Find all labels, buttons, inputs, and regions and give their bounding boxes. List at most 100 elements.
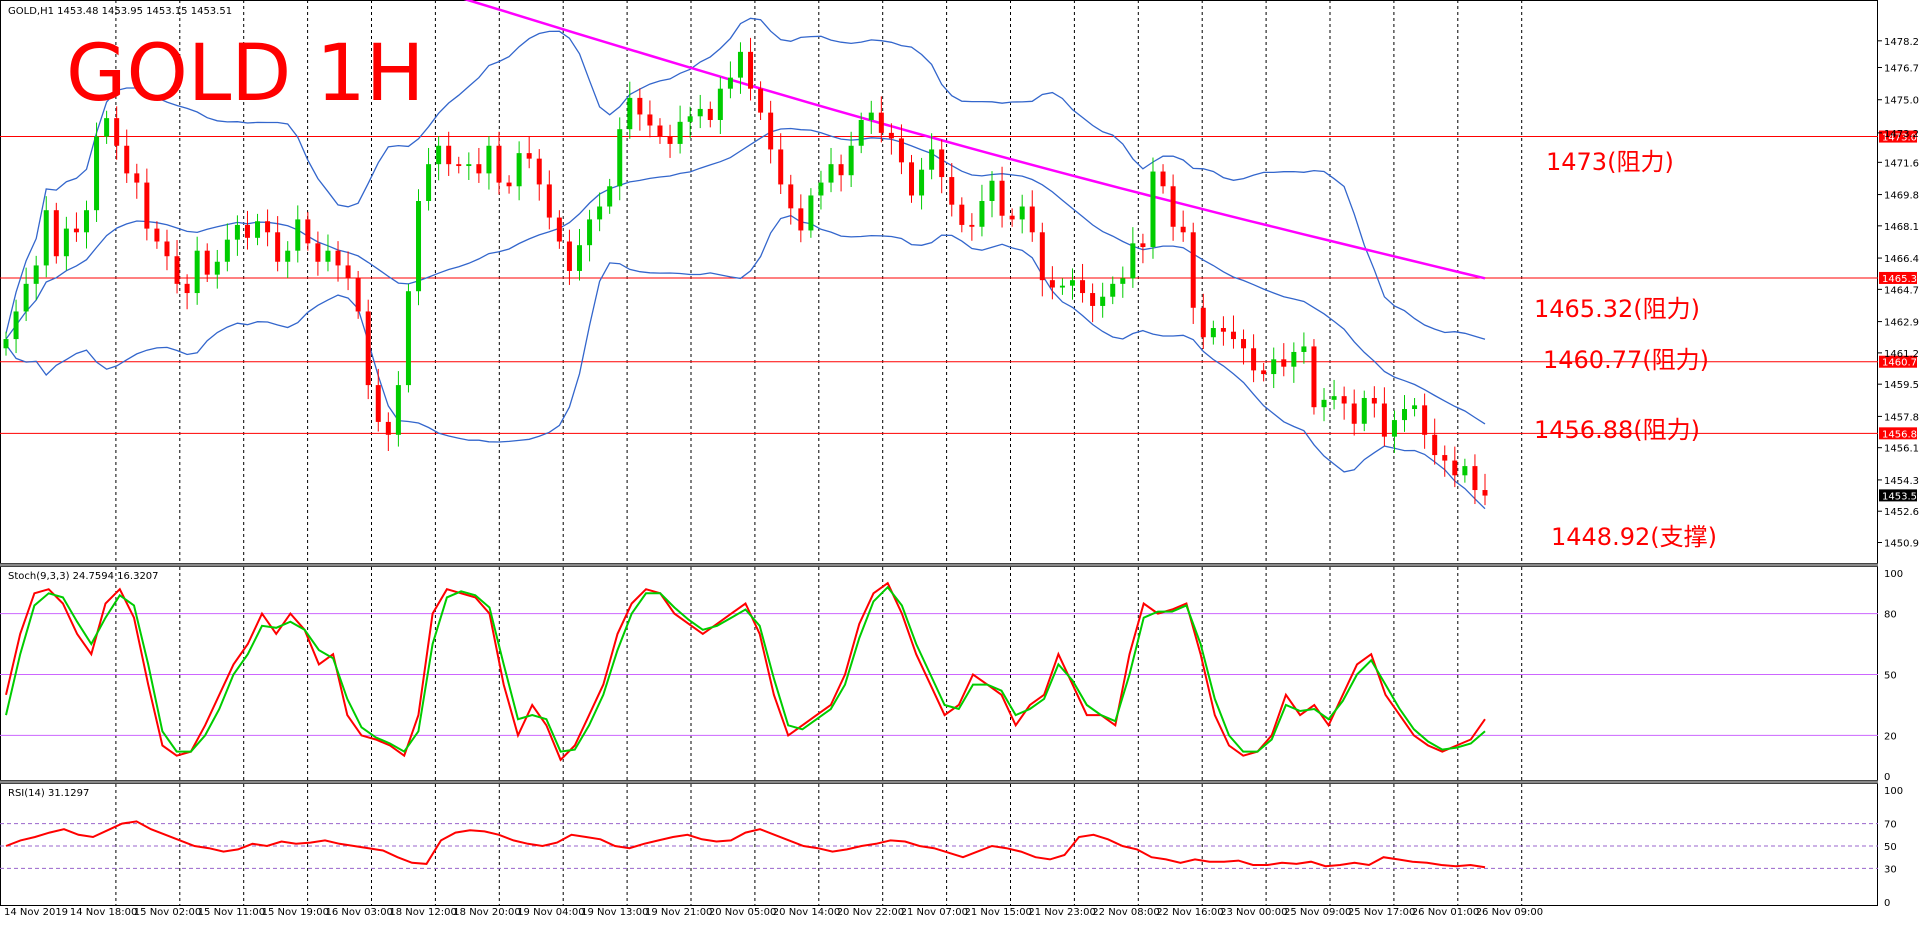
candle-body (436, 145, 442, 165)
candle-body (265, 221, 271, 233)
candle-body (888, 132, 894, 139)
level-label-1456: 1456.88(阻力) (1534, 416, 1700, 444)
stoch-title: Stoch(9,3,3) 24.7594 16.3207 (8, 571, 159, 582)
indicator-tick-label: 50 (1884, 671, 1897, 682)
price-tick-label: 1452.65 (1884, 507, 1919, 518)
candle-body (1241, 339, 1247, 349)
candle-body (194, 250, 200, 294)
time-label: 20 Nov 05:00 (709, 907, 776, 918)
candle-body (748, 51, 754, 89)
candle-body (868, 112, 874, 120)
candle-body (315, 243, 321, 262)
candle-body (174, 256, 180, 284)
candle-body (697, 108, 703, 117)
candle-body (1442, 455, 1448, 461)
candle-body (617, 129, 623, 187)
candle-body (707, 108, 713, 120)
candle-body (798, 208, 804, 231)
candle-body (1190, 232, 1196, 308)
candle-body (204, 250, 210, 275)
time-label: 14 Nov 18:00 (70, 907, 137, 918)
candle-body (94, 136, 100, 211)
candle-body (1381, 403, 1387, 437)
candle-body (878, 112, 884, 133)
candle-body (1160, 171, 1166, 187)
candle-body (466, 164, 472, 167)
time-label: 18 Nov 20:00 (453, 907, 520, 918)
price-tick-label: 1457.80 (1884, 412, 1919, 423)
rsi-title: RSI(14) 31.1297 (8, 788, 89, 799)
candle-body (687, 116, 693, 122)
candle-body (83, 210, 89, 233)
candle-body (234, 224, 240, 240)
price-tick-label: 1466.40 (1884, 254, 1919, 265)
candle-body (516, 153, 522, 187)
candle-body (939, 149, 945, 178)
symbol-header: GOLD,H1 1453.48 1453.95 1453.15 1453.51 (8, 6, 232, 17)
candle-body (426, 164, 432, 201)
candle-body (295, 219, 301, 251)
candle-body (416, 200, 422, 292)
candle-body (1341, 396, 1347, 404)
candle-body (385, 421, 391, 435)
indicator-tick-label: 0 (1884, 898, 1890, 909)
time-label: 20 Nov 14:00 (773, 907, 840, 918)
candle-body (717, 88, 723, 120)
time-label: 25 Nov 17:00 (1348, 907, 1415, 918)
level-label-1465: 1465.32(阻力) (1534, 295, 1700, 323)
current-price-text: 1453.51 (1882, 491, 1919, 502)
level-tag (1879, 130, 1917, 143)
candle-body (556, 217, 562, 242)
price-tick-label: 1473.20 (1884, 129, 1919, 140)
time-label: 19 Nov 04:00 (517, 907, 584, 918)
candle-body (345, 265, 351, 279)
candle-body (1140, 243, 1146, 248)
time-label: 15 Nov 11:00 (198, 907, 265, 918)
candle-body (275, 232, 281, 262)
candle-body (1029, 206, 1035, 233)
price-tick-label: 1462.95 (1884, 318, 1919, 329)
candle-body (375, 385, 381, 422)
candle-body (1019, 206, 1025, 220)
time-label: 22 Nov 16:00 (1156, 907, 1223, 918)
price-tick-label: 1469.85 (1884, 191, 1919, 202)
main-price-axis: 1478.20 1476.75 1475.00 1473.20 1471.60 1469.… (1878, 37, 1919, 550)
candle-body (727, 77, 733, 89)
candle-body (496, 145, 502, 183)
series-line-rsi (5, 820, 1486, 869)
candle-body (1120, 278, 1126, 284)
candle-body (959, 204, 965, 225)
candle-body (1432, 434, 1438, 456)
candle-body (989, 180, 995, 201)
candle-body (244, 224, 250, 238)
candle-body (1472, 466, 1478, 491)
moving-average (463, 0, 1486, 280)
candle-body (828, 164, 834, 183)
candle-body (124, 145, 130, 174)
candle-body (1100, 296, 1106, 306)
candle-body (546, 184, 552, 218)
candle-body (1321, 399, 1327, 408)
level-tag-text: 1465.32 (1882, 274, 1919, 285)
candle-body (1482, 490, 1488, 496)
candle-body (1361, 397, 1367, 424)
candle-body (285, 250, 291, 262)
candle-body (1281, 359, 1287, 367)
candle-body (768, 112, 774, 150)
candle-body (1130, 243, 1136, 279)
bollinger-upper (5, 17, 1486, 340)
candle-body (576, 245, 582, 271)
candle-body (1090, 293, 1096, 306)
candle-body (405, 291, 411, 386)
price-tick-label: 1471.60 (1884, 158, 1919, 169)
candle-body (536, 158, 542, 185)
candle-body (1291, 351, 1297, 367)
candle-body (1049, 280, 1055, 288)
candle-body (23, 283, 29, 312)
time-label: 25 Nov 09:00 (1284, 907, 1351, 918)
time-label: 20 Nov 22:00 (837, 907, 904, 918)
candle-body (1230, 331, 1236, 340)
candle-body (1301, 346, 1307, 352)
candles (3, 37, 1488, 506)
